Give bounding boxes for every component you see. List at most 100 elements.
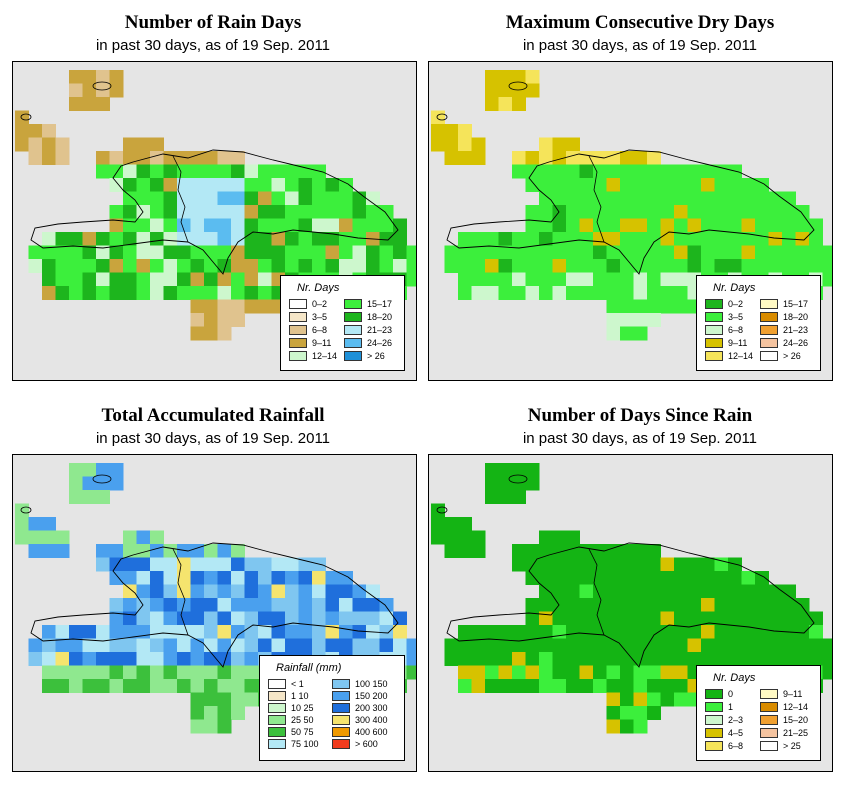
grid-cell [177,259,191,273]
grid-cell [566,530,580,545]
legend-item: 15–17 [344,298,392,309]
grid-cell [755,232,769,246]
grid-cell [285,218,299,233]
grid-cell [579,191,594,206]
grid-cell [163,625,178,639]
grid-cell [204,638,218,653]
panel-title: Number of Rain Days [124,12,302,33]
grid-cell [660,164,675,179]
legend-label: < 1 [291,678,304,689]
legend-swatch [289,311,307,322]
grid-cell [701,259,715,273]
grid-cell [660,557,675,572]
grid-cell [109,544,124,558]
grid-cell [96,97,110,111]
grid-cell [258,557,272,572]
grid-cell [539,137,553,152]
grid-cell [620,178,634,192]
grid-cell [366,259,380,273]
grid-cell [566,259,580,273]
grid-cell [633,611,648,626]
grid-cell [109,218,124,233]
grid-cell [42,665,56,680]
grid-cell [325,191,340,206]
grid-cell [217,584,232,599]
grid-cell [379,205,394,219]
grid-cell [674,611,688,626]
grid-cell [728,245,742,260]
grid-cell [271,611,286,626]
grid-cell [485,490,499,504]
grid-cell [312,245,326,260]
legend: Nr. Days 0–2 3–5 6–8 9–11 12–14 15–17 18–20 21–2… [280,275,405,371]
grid-cell [109,164,124,179]
grid-cell [606,218,621,233]
grid-cell [431,503,445,518]
grid-cell [150,286,164,300]
grid-cell [150,164,164,179]
grid-cell [285,625,299,639]
grid-cell [795,598,810,612]
grid-cell [512,272,526,287]
grid-cell [217,652,232,666]
grid-cell [217,299,232,314]
legend: Nr. Days 0 1 2–3 4–5 6–8 9–11 12–14 15–20 21–25 > … [696,665,821,761]
grid-cell [285,191,299,206]
grid-cell [606,178,621,192]
grid-cell [701,164,715,179]
legend-swatch [760,337,778,348]
grid-cell [714,638,729,653]
grid-cell [552,584,567,599]
grid-cell [593,151,607,165]
grid-cell [606,557,621,572]
legend-item: 9–11 [289,337,331,348]
grid-cell [55,232,70,246]
grid-cell [674,191,688,206]
grid-cell [687,232,702,246]
grid-cell [28,245,43,260]
grid-cell [647,313,661,327]
grid-cell [352,584,367,599]
grid-cell [204,272,218,287]
grid-cell [217,719,232,734]
grid-cell [244,286,259,300]
grid-cell [674,584,688,599]
grid-cell [366,191,380,206]
grid-cell [768,245,783,260]
legend-swatch [705,298,723,309]
grid-cell [593,665,607,680]
grid-cell [163,218,178,233]
grid-cell [366,205,380,219]
legend-swatch [705,311,723,322]
grid-cell [339,178,353,192]
grid-cell [190,679,205,693]
grid-cell [701,218,715,233]
grid-cell [231,299,245,314]
grid-cell [512,164,526,179]
grid-cell [593,286,607,300]
grid-cell [809,652,823,666]
grid-cell [579,164,594,179]
legend-item: 2–3 [705,714,743,725]
grid-cell [728,625,742,639]
legend-swatch [268,738,286,749]
grid-cell [109,679,124,693]
grid-cell [28,151,43,165]
grid-cell [512,97,526,111]
grid-cell [177,665,191,680]
grid-cell [620,557,634,572]
grid-cell [674,164,688,179]
grid-cell [244,272,259,287]
grid-cell [822,272,832,287]
grid-cell [177,272,191,287]
panel-rainfall: Total Accumulated Rainfall in past 30 da… [0,396,426,793]
grid-cell [96,638,110,653]
grid-cell [687,205,702,219]
grid-cell [244,205,259,219]
grid-cell [647,598,661,612]
grid-cell [28,137,43,152]
grid-cell [393,611,407,626]
grid-cell [150,679,164,693]
grid-cell [741,259,756,273]
panel-title: Maximum Consecutive Dry Days [505,12,775,33]
